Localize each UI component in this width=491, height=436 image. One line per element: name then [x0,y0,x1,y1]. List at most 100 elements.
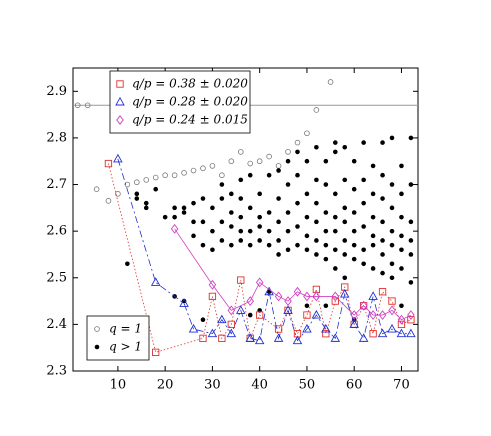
point [303,291,311,302]
point [361,177,366,183]
point [285,182,291,187]
x-tick-label: 10 [110,378,127,393]
point [238,238,244,243]
point [236,305,246,314]
point [285,149,291,155]
point [210,205,215,211]
point [407,316,415,324]
point [369,310,377,321]
point [254,335,265,345]
point [332,191,338,197]
point [219,182,225,187]
point [304,130,310,137]
point [191,233,196,239]
point [368,291,378,300]
point [361,247,366,253]
point [407,310,415,321]
point [274,291,283,302]
point [378,310,387,321]
point [397,314,406,325]
point [285,247,291,253]
y-tick-label: 2.5 [46,270,67,285]
point [314,144,319,150]
point [238,228,244,234]
point [389,228,395,234]
x-tick-label: 50 [299,378,316,393]
point [332,228,338,234]
point [104,159,113,168]
point [246,296,254,307]
point [342,219,348,225]
point [380,238,385,243]
series-line [117,158,411,342]
point [323,210,329,215]
point [273,333,284,342]
point [105,198,112,204]
point [191,200,196,206]
point [93,186,100,193]
point [256,158,263,165]
point [134,179,140,186]
point [342,205,348,211]
point [150,277,161,286]
point [342,275,348,281]
point [295,149,300,155]
legend-label: q > 1 [109,340,142,354]
point [361,200,366,206]
legend-label: q/p = 0.38 ± 0.020 [132,77,248,91]
point [304,191,310,197]
point [389,135,395,141]
legend-marker [116,115,124,125]
point [380,196,385,201]
point [209,163,216,169]
point [238,196,244,201]
point [314,252,319,257]
point [323,242,329,248]
point [370,242,376,248]
point [237,276,245,284]
point [295,200,300,206]
point [380,219,385,225]
point [276,238,281,243]
point [377,328,388,338]
point [115,191,121,197]
point [181,298,187,304]
point [247,160,254,167]
point [361,140,366,145]
point [295,172,300,178]
point [399,163,404,169]
point [170,223,179,234]
point [313,107,320,113]
point [219,219,225,225]
point [408,219,414,225]
x-tick-label: 20 [157,378,174,393]
y-tick-label: 2.4 [46,317,67,332]
legend-bottom: q = 1 q > 1 [86,315,150,361]
point [342,252,348,257]
point [314,200,319,206]
point [408,182,414,187]
point [339,288,350,298]
point [332,149,338,155]
point [370,163,376,169]
point [330,333,341,342]
point [162,172,168,179]
point [399,303,404,309]
point [370,233,376,239]
point [276,252,281,257]
point [323,228,329,234]
point [323,158,329,164]
legend-label: q/p = 0.24 ± 0.015 [132,113,248,127]
point [389,205,395,211]
point [266,153,272,160]
point [332,214,338,220]
point [314,238,319,243]
point [199,334,207,343]
point [323,303,329,309]
point [84,102,91,109]
point [285,210,291,215]
point [208,279,217,290]
point [219,172,225,179]
point [200,165,206,172]
